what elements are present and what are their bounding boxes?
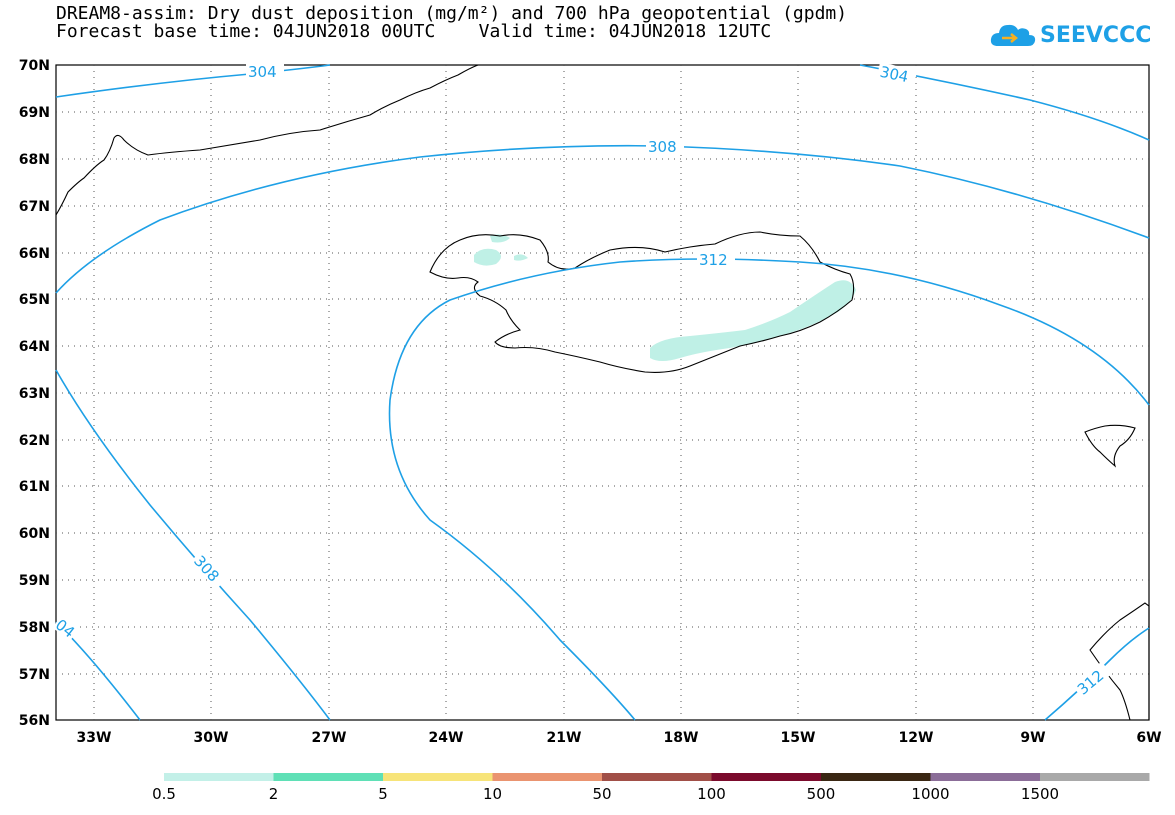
seevccc-logo: SEEVCCC <box>990 20 1151 50</box>
faroe-islands-coast <box>1084 424 1136 468</box>
lat-tick-label: 66N <box>19 246 50 262</box>
dust-area-south-east <box>650 280 856 361</box>
lon-tick-label: 24W <box>429 730 464 746</box>
lon-tick-label: 6W <box>1136 730 1161 746</box>
colorbar-label: 5 <box>378 785 388 803</box>
lon-tick-label: 12W <box>899 730 934 746</box>
greenland-coast <box>55 64 479 216</box>
colorbar-label: 1500 <box>1021 785 1059 803</box>
dust-deposition-areas <box>474 234 856 361</box>
map-title-line1: DREAM8-assim: Dry dust deposition (mg/m²… <box>56 3 848 24</box>
lat-tick-label: 60N <box>19 526 50 542</box>
colorbar-segment <box>164 773 274 781</box>
lat-tick-label: 61N <box>19 479 50 495</box>
contour-label: 304 <box>248 63 277 81</box>
lat-tick-label: 63N <box>19 386 50 402</box>
colorbar-label: 10 <box>483 785 502 803</box>
lat-tick-label: 58N <box>19 620 50 636</box>
dust-area-westfjords-2 <box>490 234 510 243</box>
logo-text: SEEVCCC <box>1040 22 1152 48</box>
longitude-labels: 33W 30W 27W 24W 21W 18W 15W 12W 9W 6W <box>77 730 1162 746</box>
lon-tick-label: 30W <box>194 730 229 746</box>
colorbar-segment <box>492 773 602 781</box>
lat-tick-label: 59N <box>19 573 50 589</box>
contour-label: 308 <box>648 138 677 156</box>
lat-tick-label: 57N <box>19 667 50 683</box>
lat-tick-label: 62N <box>19 433 50 449</box>
colorbar-label: 500 <box>807 785 836 803</box>
lon-tick-label: 9W <box>1020 730 1045 746</box>
contour-labels: 304 304 308 312 308 04 312 <box>52 62 1112 699</box>
lon-tick-label: 33W <box>77 730 112 746</box>
lon-tick-label: 15W <box>781 730 816 746</box>
lat-tick-label: 70N <box>19 58 50 74</box>
colorbar-segment <box>821 773 931 781</box>
colorbar-label: 2 <box>269 785 279 803</box>
colorbar-label: 0.5 <box>152 785 176 803</box>
map-title-line2: Forecast base time: 04JUN2018 00UTC Vali… <box>56 21 772 42</box>
contour-label: 312 <box>699 251 728 269</box>
latitude-labels: 70N 69N 68N 67N 66N 65N 64N 63N 62N 61N … <box>19 58 50 729</box>
colorbar-segment <box>711 773 821 781</box>
lon-tick-label: 21W <box>547 730 582 746</box>
scotland-coast <box>1089 602 1150 721</box>
lat-tick-label: 68N <box>19 152 50 168</box>
colorbar-label: 50 <box>592 785 611 803</box>
colorbar-segment <box>1040 773 1150 781</box>
cloud-icon <box>990 24 1036 46</box>
colorbar-segment <box>383 773 493 781</box>
gridlines <box>56 65 1149 720</box>
contour-304-west <box>55 64 331 98</box>
lon-tick-label: 27W <box>312 730 347 746</box>
lat-tick-label: 65N <box>19 292 50 308</box>
dust-area-westfjords-3 <box>514 254 528 261</box>
lat-tick-label: 64N <box>19 339 50 355</box>
contour-label: 304 <box>878 63 910 87</box>
colorbar-label: 1000 <box>911 785 949 803</box>
lat-tick-label: 56N <box>19 713 50 729</box>
colorbar-segment <box>930 773 1040 781</box>
lat-tick-label: 67N <box>19 199 50 215</box>
contour-308-north <box>55 144 1150 294</box>
dust-area-westfjords <box>474 248 501 266</box>
colorbar-label: 100 <box>697 785 726 803</box>
colorbar-segment <box>273 773 383 781</box>
lat-tick-label: 69N <box>19 105 50 121</box>
contour-312-southeast <box>1044 627 1150 721</box>
colorbar-segment <box>602 773 712 781</box>
contour-312-main <box>388 258 1150 721</box>
lon-tick-label: 18W <box>664 730 699 746</box>
colorbar: 0.5 2 5 10 50 100 500 1000 1500 <box>152 773 1150 803</box>
